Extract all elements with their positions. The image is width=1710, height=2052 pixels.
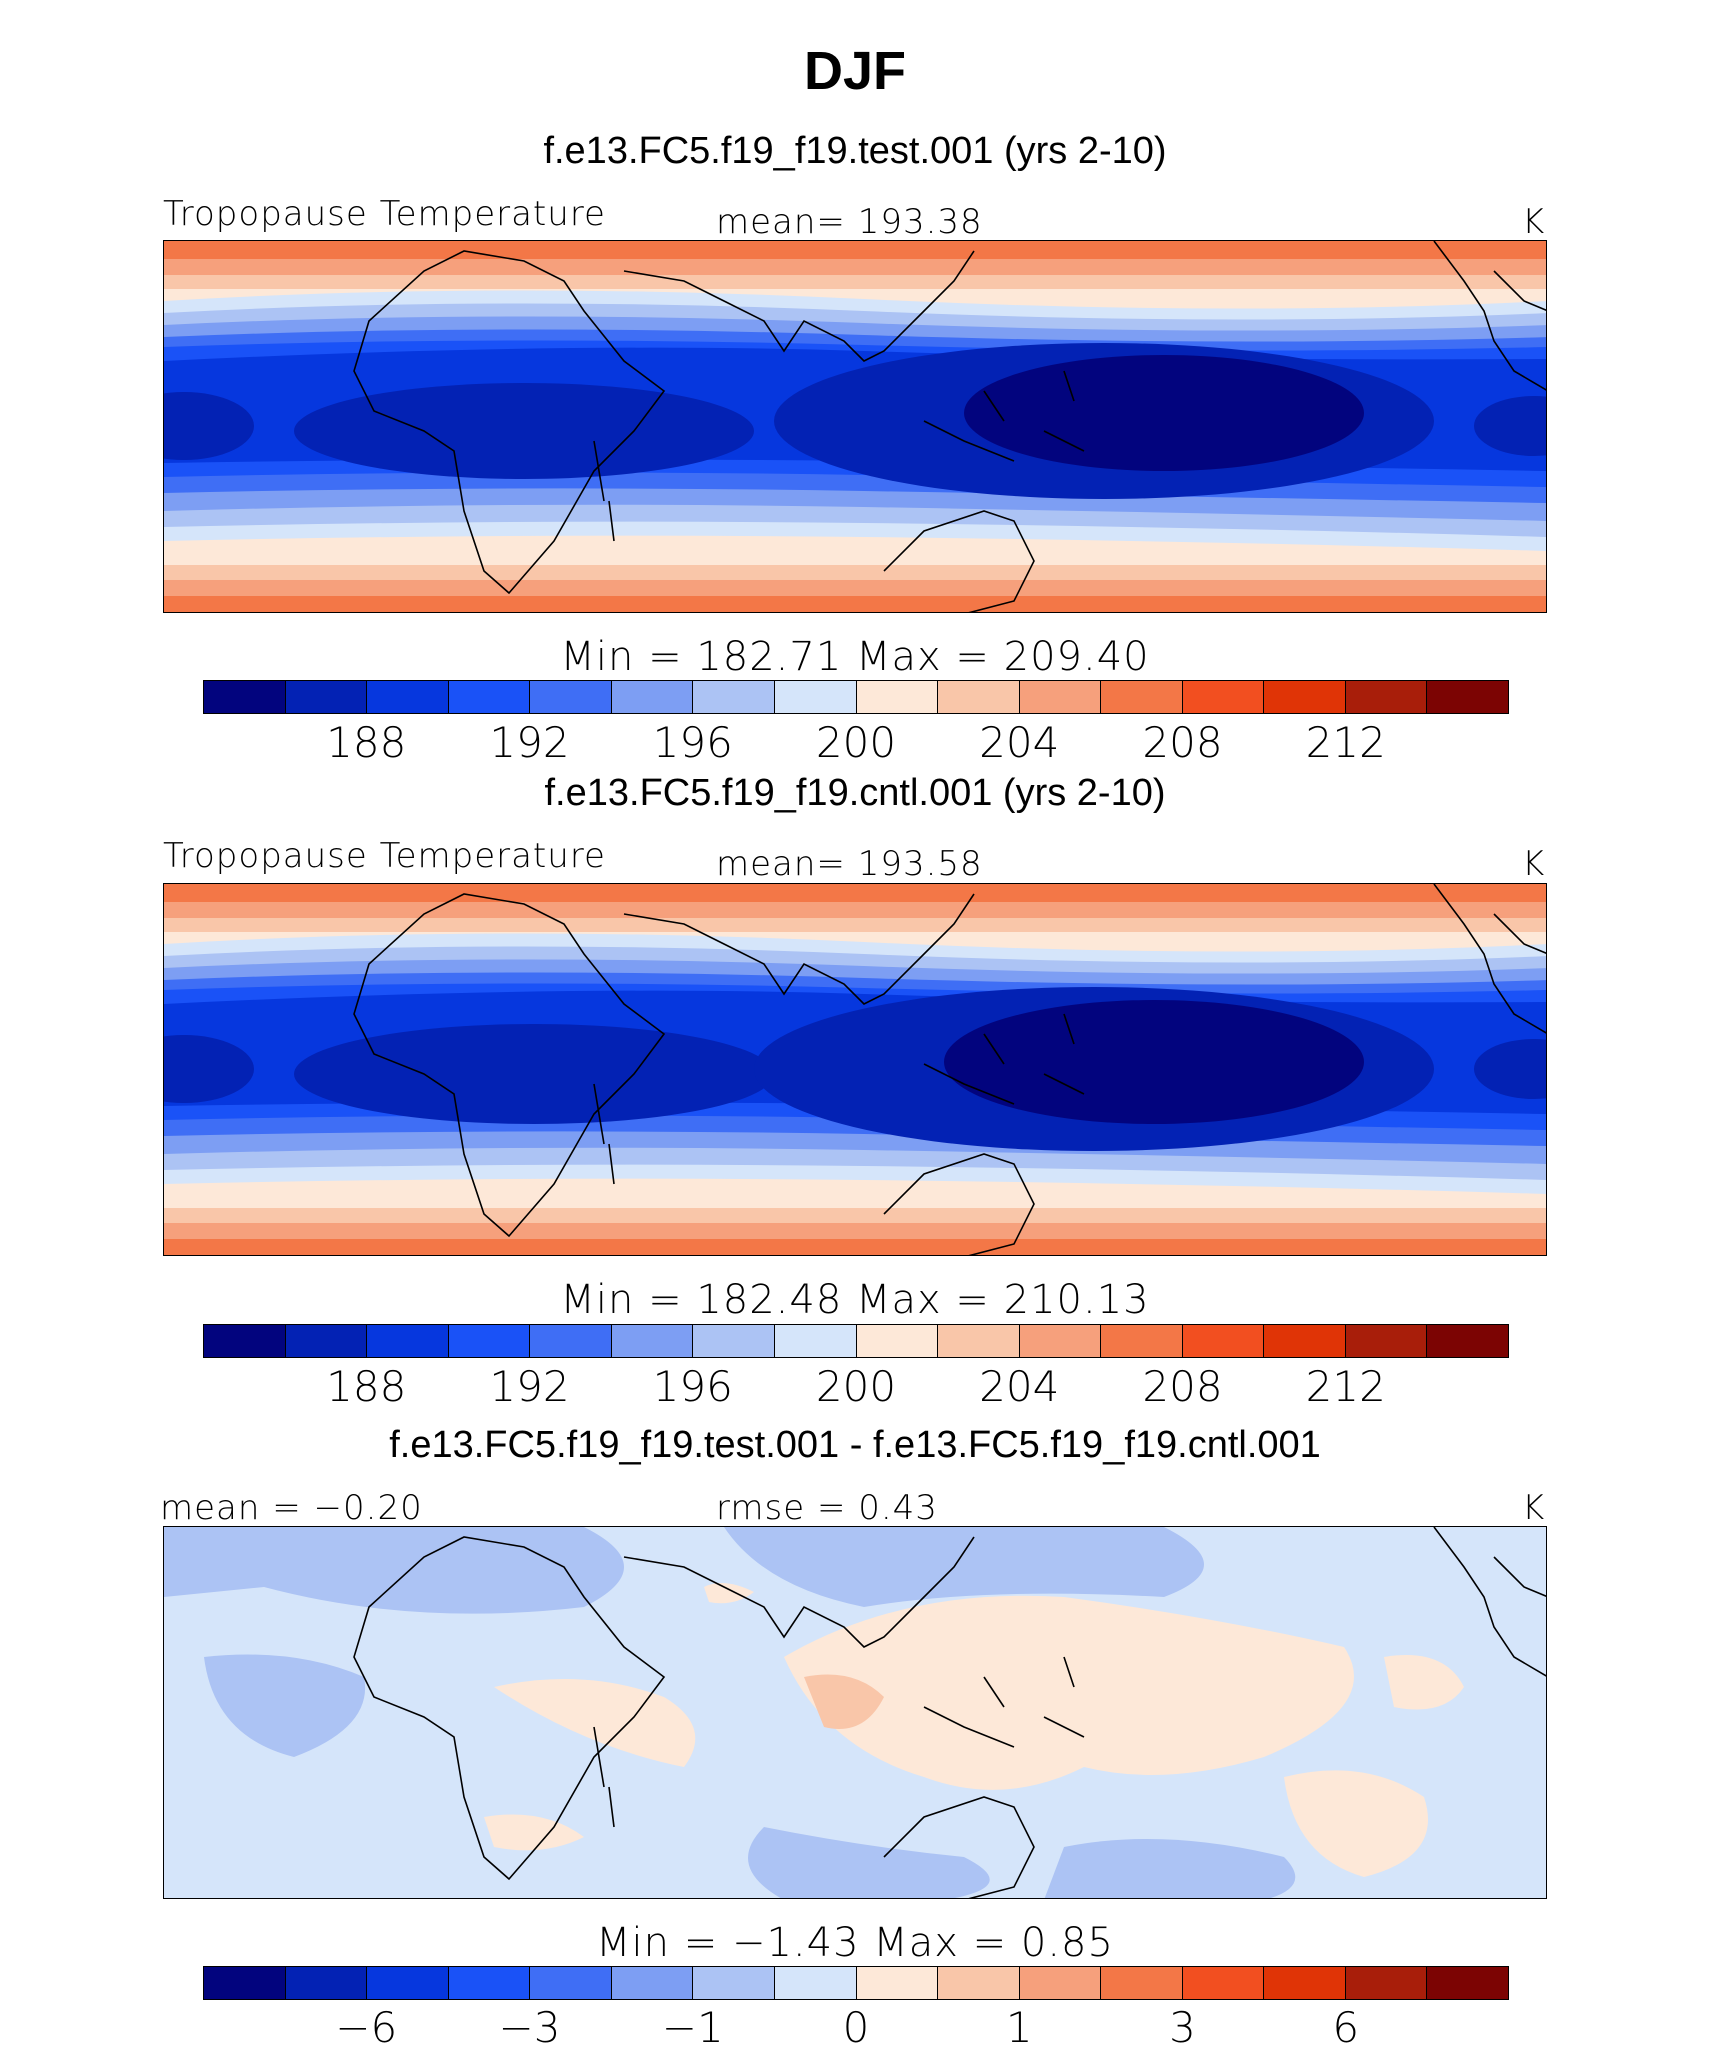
panel-2-title: f.e13.FC5.f19_f19.cntl.001 (yrs 2-10) (544, 772, 1166, 814)
panel-3-rmse-label: rmse = 0.43 (716, 1488, 938, 1528)
colorbar-box (204, 681, 286, 713)
colorbar-box (1101, 1967, 1183, 1999)
panel-2-mean-label: mean= 193.58 (716, 844, 983, 884)
panel-3-min-max: Min = −1.43 Max = 0.85 (596, 1920, 1114, 1966)
colorbar-box (1427, 1325, 1508, 1357)
colorbar-tick-label: 200 (815, 718, 897, 767)
panel-2-colorbar-ticks: 188 192 196 200 204 208 212 (203, 1362, 1509, 1411)
panel-2-map (163, 883, 1547, 1256)
colorbar-tick-label: 196 (652, 1362, 733, 1411)
panel-2-temperature-field (164, 884, 1546, 1255)
colorbar-box (774, 1325, 857, 1357)
colorbar-box (611, 681, 694, 713)
colorbar-box (1345, 1325, 1428, 1357)
colorbar-box (1019, 681, 1102, 713)
colorbar-box (1182, 1325, 1265, 1357)
colorbar-tick-label: 3 (1169, 2003, 1196, 2052)
colorbar-box (1264, 681, 1346, 713)
colorbar-tick-label: 212 (1305, 1362, 1386, 1411)
colorbar-tick-label: 196 (652, 718, 733, 767)
colorbar-box (1264, 1325, 1346, 1357)
colorbar-box (204, 1325, 286, 1357)
colorbar-box (1345, 1967, 1428, 1999)
colorbar-tick-label: −6 (335, 2003, 398, 2052)
colorbar-box (1182, 1967, 1265, 1999)
colorbar-box (1182, 681, 1265, 713)
colorbar-box (611, 1325, 694, 1357)
colorbar-box (856, 1967, 939, 1999)
colorbar-tick-label: 6 (1332, 2003, 1360, 2052)
colorbar-box (530, 1967, 612, 1999)
colorbar-tick-label: 0 (842, 2003, 870, 2052)
panel-2-units-label: K (1522, 844, 1546, 884)
colorbar-box (285, 1325, 368, 1357)
colorbar-box (530, 681, 612, 713)
colorbar-tick-label: 188 (326, 1362, 407, 1411)
colorbar-tick-label: 200 (815, 1362, 897, 1411)
colorbar-box (938, 1967, 1020, 1999)
colorbar-box (448, 681, 531, 713)
colorbar-tick-label: 188 (326, 718, 407, 767)
colorbar-box (1101, 1325, 1183, 1357)
colorbar-box (693, 1967, 775, 1999)
colorbar-box (1019, 1967, 1102, 1999)
colorbar-box (448, 1325, 531, 1357)
colorbar-box (856, 681, 939, 713)
colorbar-tick-label: 212 (1305, 718, 1386, 767)
panel-1-title: f.e13.FC5.f19_f19.test.001 (yrs 2-10) (543, 130, 1167, 172)
colorbar-box (530, 1325, 612, 1357)
colorbar-box (367, 1967, 449, 1999)
colorbar-box (611, 1967, 694, 1999)
panel-1-temperature-field (164, 241, 1546, 612)
colorbar-box (367, 681, 449, 713)
panel-3-title: f.e13.FC5.f19_f19.test.001 - f.e13.FC5.f… (389, 1424, 1321, 1466)
panel-3-colorbar (203, 1966, 1509, 2000)
colorbar-tick-label: 1 (1005, 2003, 1033, 2052)
colorbar-box (1264, 1967, 1346, 1999)
colorbar-box (693, 1325, 775, 1357)
colorbar-tick-label: 208 (1142, 718, 1223, 767)
colorbar-tick-label: −3 (498, 2003, 561, 2052)
colorbar-box (938, 681, 1020, 713)
colorbar-box (774, 681, 857, 713)
panel-1-colorbar (203, 680, 1509, 714)
panel-2-min-max: Min = 182.48 Max = 210.13 (560, 1277, 1150, 1323)
figure-title: DJF (803, 41, 906, 101)
colorbar-box (204, 1967, 286, 1999)
colorbar-box (1345, 681, 1428, 713)
colorbar-tick-label: 208 (1142, 1362, 1223, 1411)
panel-3-mean-label: mean = −0.20 (160, 1488, 423, 1528)
panel-1-units-label: K (1522, 202, 1546, 242)
colorbar-box (285, 681, 368, 713)
colorbar-box (367, 1325, 449, 1357)
colorbar-box (1019, 1325, 1102, 1357)
colorbar-box (448, 1967, 531, 1999)
panel-3-map (163, 1526, 1547, 1899)
colorbar-tick-label: 192 (489, 718, 570, 767)
panel-1-min-max: Min = 182.71 Max = 209.40 (560, 634, 1150, 680)
colorbar-box (693, 681, 775, 713)
colorbar-tick-label: 204 (979, 718, 1060, 767)
colorbar-box (856, 1325, 939, 1357)
colorbar-box (1101, 681, 1183, 713)
panel-3-difference-field (164, 1527, 1546, 1898)
colorbar-box (1427, 1967, 1508, 1999)
panel-3-colorbar-ticks: −6 −3 −1 0 1 3 6 (203, 2003, 1509, 2052)
panel-1-map (163, 240, 1547, 613)
panel-1-variable-label: Tropopause Temperature (163, 194, 606, 234)
colorbar-box (285, 1967, 368, 1999)
colorbar-box (938, 1325, 1020, 1357)
colorbar-box (774, 1967, 857, 1999)
panel-2-colorbar (203, 1324, 1509, 1358)
panel-2-variable-label: Tropopause Temperature (163, 836, 606, 876)
colorbar-tick-label: −1 (661, 2003, 724, 2052)
colorbar-tick-label: 192 (489, 1362, 570, 1411)
panel-3-units-label: K (1522, 1488, 1546, 1528)
panel-1-mean-label: mean= 193.38 (716, 202, 983, 242)
panel-1-colorbar-ticks: 188 192 196 200 204 208 212 (203, 718, 1509, 767)
colorbar-box (1427, 681, 1508, 713)
colorbar-tick-label: 204 (979, 1362, 1060, 1411)
